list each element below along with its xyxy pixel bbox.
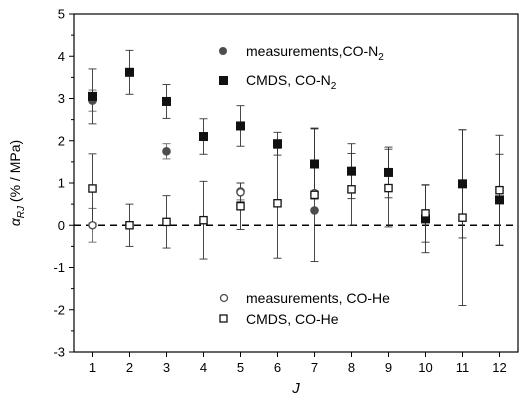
point-cmds-co-he <box>273 199 282 208</box>
legend-label: measurements, CO-He <box>246 290 390 306</box>
x-tick-label: 8 <box>348 360 355 375</box>
legend-item-measurements-co-he: measurements, CO-He <box>219 290 390 306</box>
point-cmds-co-n2 <box>125 67 134 77</box>
point-cmds-co-he <box>162 217 171 227</box>
point-cmds-co-n2 <box>347 166 356 176</box>
point-cmds-co-n2 <box>236 121 245 131</box>
point-cmds-co-n2 <box>199 132 208 142</box>
error-bars <box>88 49 504 306</box>
legend-label: measurements,CO-N2 <box>246 43 384 63</box>
x-tick-label: 6 <box>274 360 281 375</box>
x-tick-label: 4 <box>200 360 207 375</box>
point-measurements-co-n2 <box>310 206 319 215</box>
point-cmds-co-n2 <box>495 195 504 205</box>
y-tick-label: 4 <box>58 49 65 64</box>
x-tick-label: 2 <box>126 360 133 375</box>
point-measurements-co-n2 <box>162 147 171 156</box>
point-cmds-co-he <box>458 213 467 222</box>
legend-label: CMDS, CO-He <box>246 311 339 327</box>
y-tick-label: 3 <box>58 91 65 106</box>
point-cmds-co-he <box>421 209 430 218</box>
point-measurements-co-he <box>236 187 245 197</box>
data-markers <box>88 67 504 230</box>
point-cmds-co-he <box>384 183 393 193</box>
point-cmds-co-he <box>310 190 319 200</box>
legend-marker-circle-open <box>219 293 229 303</box>
point-cmds-co-n2 <box>88 91 97 101</box>
point-cmds-co-he <box>125 220 134 230</box>
x-tick-label: 5 <box>237 360 244 375</box>
y-tick-label: -1 <box>53 260 65 275</box>
y-tick-label: -2 <box>53 302 65 317</box>
y-tick-label: -3 <box>53 345 65 360</box>
point-measurements-co-he <box>88 220 97 230</box>
legend-item-cmds-co-n2: CMDS, CO-N2 <box>219 72 337 92</box>
x-tick-label: 1 <box>89 360 96 375</box>
point-cmds-co-n2 <box>310 159 319 169</box>
y-axis-label-units: (% / MPa) <box>7 140 23 206</box>
x-tick-label: 11 <box>456 360 470 375</box>
point-cmds-co-he <box>495 185 504 195</box>
point-cmds-co-n2 <box>384 167 393 177</box>
legend-marker-circle-filled <box>219 47 227 55</box>
legend-marker-square-filled <box>219 76 228 85</box>
y-axis-label-subscript: RJ <box>16 205 27 218</box>
y-axis-ticks: -3 -2 -1 0 1 2 3 4 5 <box>53 7 74 360</box>
y-tick-label: 5 <box>58 7 65 22</box>
x-axis-label: J <box>291 380 300 397</box>
x-tick-label: 10 <box>418 360 432 375</box>
point-cmds-co-he <box>88 184 97 193</box>
legend-co-he: measurements, CO-He CMDS, CO-He <box>219 290 390 327</box>
y-tick-label: 2 <box>58 133 65 148</box>
legend-item-measurements-co-n2: measurements,CO-N2 <box>219 43 384 63</box>
point-cmds-co-he <box>347 185 356 194</box>
point-cmds-co-he <box>199 215 208 225</box>
legend-co-n2: measurements,CO-N2 CMDS, CO-N2 <box>219 43 384 92</box>
x-tick-label: 12 <box>492 360 506 375</box>
y-axis-label: αRJ (% / MPa) <box>7 140 27 226</box>
x-tick-label: 3 <box>163 360 170 375</box>
y-axis-label-symbol: α <box>7 217 23 226</box>
legend-label: CMDS, CO-N2 <box>246 72 337 92</box>
point-cmds-co-n2 <box>421 214 430 224</box>
x-tick-label: 7 <box>311 360 318 375</box>
point-cmds-co-he <box>236 201 245 211</box>
y-tick-label: 0 <box>58 218 65 233</box>
point-cmds-co-n2 <box>273 139 282 149</box>
x-axis-ticks: 1 2 3 4 5 6 7 8 9 10 11 12 <box>89 352 507 375</box>
legend-marker-square-open <box>219 314 228 323</box>
point-cmds-co-n2 <box>458 179 467 189</box>
y-tick-label: 1 <box>58 176 65 191</box>
point-cmds-co-n2 <box>162 96 171 106</box>
legend-item-cmds-co-he: CMDS, CO-He <box>219 311 339 327</box>
x-tick-label: 9 <box>385 360 392 375</box>
